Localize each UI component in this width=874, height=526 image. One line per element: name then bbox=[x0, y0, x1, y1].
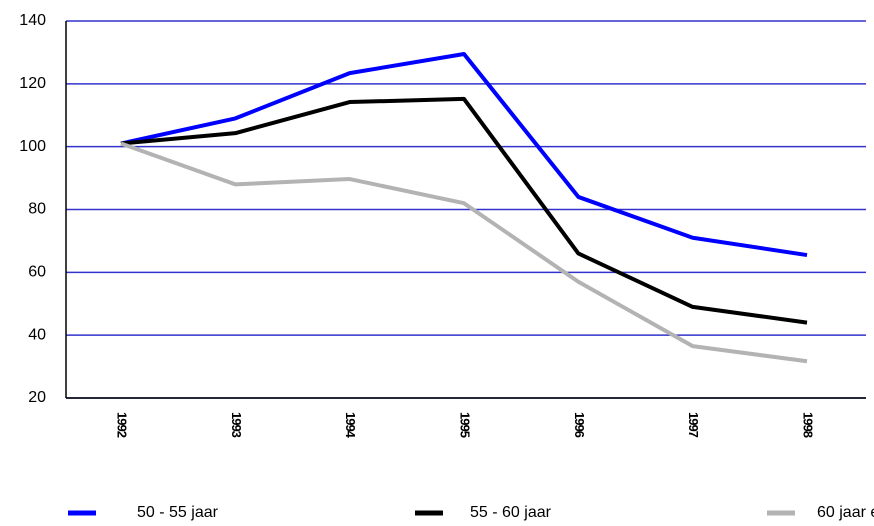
legend-label: 50 - 55 jaar bbox=[137, 504, 219, 521]
y-tick-label: 100 bbox=[19, 138, 46, 155]
x-tick-label: 1998 bbox=[801, 412, 816, 438]
x-tick-label: 1995 bbox=[458, 412, 473, 438]
series-line bbox=[120, 51, 808, 258]
x-tick-label: 1992 bbox=[115, 412, 130, 438]
series-line bbox=[120, 96, 808, 325]
x-tick-label: 1993 bbox=[229, 412, 244, 438]
legend-label: 55 - 60 jaar bbox=[470, 504, 552, 521]
series-line bbox=[120, 141, 808, 364]
x-tick-label: 1997 bbox=[686, 412, 701, 438]
y-tick-label: 120 bbox=[19, 75, 46, 92]
y-tick-label: 60 bbox=[28, 264, 46, 281]
y-tick-label: 20 bbox=[28, 389, 46, 406]
y-tick-label: 140 bbox=[19, 12, 46, 29]
x-tick-label: 1994 bbox=[343, 412, 358, 439]
x-tick-label: 1996 bbox=[572, 412, 587, 438]
legend-label: 60 jaar en + bbox=[817, 504, 874, 521]
y-tick-label: 80 bbox=[28, 201, 46, 218]
y-tick-label: 40 bbox=[28, 326, 46, 343]
